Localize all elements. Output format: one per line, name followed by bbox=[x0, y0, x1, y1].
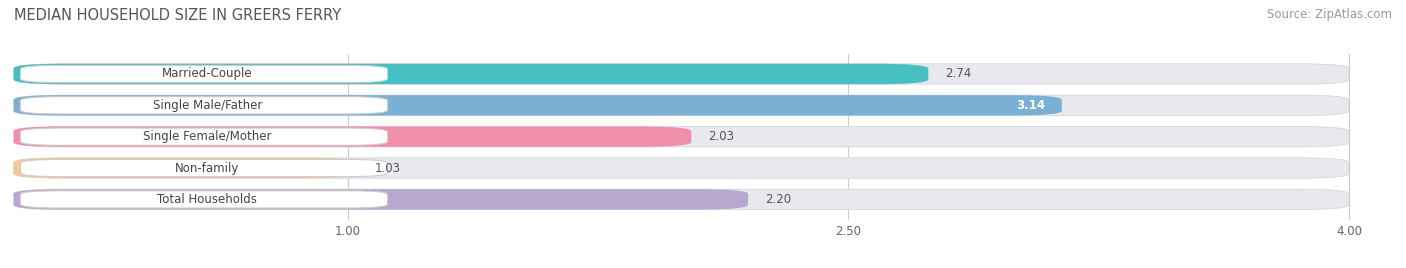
Text: Single Female/Mother: Single Female/Mother bbox=[143, 130, 271, 143]
FancyBboxPatch shape bbox=[20, 65, 388, 83]
Text: 2.20: 2.20 bbox=[765, 193, 792, 206]
FancyBboxPatch shape bbox=[14, 95, 1062, 116]
Text: Single Male/Father: Single Male/Father bbox=[153, 99, 262, 112]
Text: MEDIAN HOUSEHOLD SIZE IN GREERS FERRY: MEDIAN HOUSEHOLD SIZE IN GREERS FERRY bbox=[14, 8, 342, 23]
Text: 1.03: 1.03 bbox=[374, 162, 401, 174]
FancyBboxPatch shape bbox=[14, 95, 1348, 116]
Text: 2.03: 2.03 bbox=[709, 130, 734, 143]
FancyBboxPatch shape bbox=[14, 64, 928, 84]
FancyBboxPatch shape bbox=[14, 126, 1348, 147]
Text: Total Households: Total Households bbox=[157, 193, 257, 206]
FancyBboxPatch shape bbox=[14, 64, 1348, 84]
Text: 3.14: 3.14 bbox=[1017, 99, 1045, 112]
FancyBboxPatch shape bbox=[14, 189, 1348, 210]
FancyBboxPatch shape bbox=[14, 189, 748, 210]
FancyBboxPatch shape bbox=[20, 191, 388, 208]
Text: Source: ZipAtlas.com: Source: ZipAtlas.com bbox=[1267, 8, 1392, 21]
FancyBboxPatch shape bbox=[14, 158, 357, 178]
FancyBboxPatch shape bbox=[20, 97, 388, 114]
Text: Non-family: Non-family bbox=[176, 162, 239, 174]
FancyBboxPatch shape bbox=[14, 158, 1348, 178]
Text: 2.74: 2.74 bbox=[945, 68, 972, 80]
FancyBboxPatch shape bbox=[14, 126, 692, 147]
Text: Married-Couple: Married-Couple bbox=[162, 68, 253, 80]
FancyBboxPatch shape bbox=[20, 128, 388, 145]
FancyBboxPatch shape bbox=[20, 159, 388, 177]
